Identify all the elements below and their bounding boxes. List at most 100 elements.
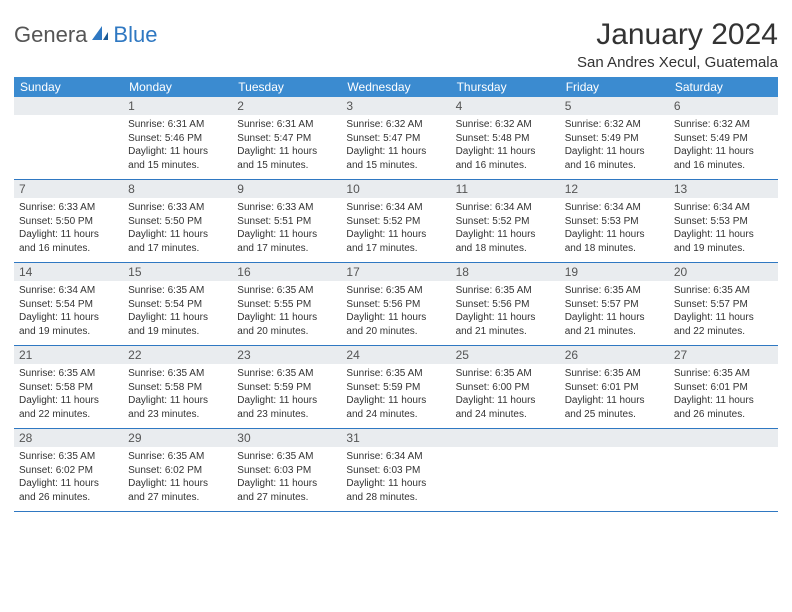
calendar-row: 7Sunrise: 6:33 AMSunset: 5:50 PMDaylight… [14, 180, 778, 263]
logo: Genera Blue [14, 22, 157, 48]
day-number: 22 [123, 346, 232, 364]
day-body: Sunrise: 6:32 AMSunset: 5:49 PMDaylight:… [560, 115, 669, 179]
day-body: Sunrise: 6:34 AMSunset: 5:53 PMDaylight:… [560, 198, 669, 262]
calendar-cell: 5Sunrise: 6:32 AMSunset: 5:49 PMDaylight… [560, 97, 669, 180]
logo-text-general: Genera [14, 22, 87, 48]
calendar-cell: 19Sunrise: 6:35 AMSunset: 5:57 PMDayligh… [560, 263, 669, 346]
day-number: 11 [451, 180, 560, 198]
day-body [451, 447, 560, 499]
day-number: 6 [669, 97, 778, 115]
calendar-cell: 10Sunrise: 6:34 AMSunset: 5:52 PMDayligh… [341, 180, 450, 263]
calendar-cell: 20Sunrise: 6:35 AMSunset: 5:57 PMDayligh… [669, 263, 778, 346]
calendar-cell: 31Sunrise: 6:34 AMSunset: 6:03 PMDayligh… [341, 429, 450, 512]
day-number: 30 [232, 429, 341, 447]
logo-sail-icon [90, 24, 110, 47]
logo-text-blue: Blue [113, 22, 157, 48]
calendar-cell: 21Sunrise: 6:35 AMSunset: 5:58 PMDayligh… [14, 346, 123, 429]
calendar-cell: 2Sunrise: 6:31 AMSunset: 5:47 PMDaylight… [232, 97, 341, 180]
day-number: 27 [669, 346, 778, 364]
day-body: Sunrise: 6:32 AMSunset: 5:47 PMDaylight:… [341, 115, 450, 179]
calendar-cell: 17Sunrise: 6:35 AMSunset: 5:56 PMDayligh… [341, 263, 450, 346]
day-body: Sunrise: 6:33 AMSunset: 5:51 PMDaylight:… [232, 198, 341, 262]
calendar-cell: 26Sunrise: 6:35 AMSunset: 6:01 PMDayligh… [560, 346, 669, 429]
page-title: January 2024 [577, 18, 778, 52]
day-number: 18 [451, 263, 560, 281]
day-number [560, 429, 669, 447]
day-body: Sunrise: 6:35 AMSunset: 5:59 PMDaylight:… [341, 364, 450, 428]
day-body: Sunrise: 6:35 AMSunset: 6:02 PMDaylight:… [123, 447, 232, 511]
day-body: Sunrise: 6:33 AMSunset: 5:50 PMDaylight:… [14, 198, 123, 262]
calendar-cell: 15Sunrise: 6:35 AMSunset: 5:54 PMDayligh… [123, 263, 232, 346]
day-body: Sunrise: 6:34 AMSunset: 5:54 PMDaylight:… [14, 281, 123, 345]
day-number: 3 [341, 97, 450, 115]
calendar-cell: 22Sunrise: 6:35 AMSunset: 5:58 PMDayligh… [123, 346, 232, 429]
day-body: Sunrise: 6:35 AMSunset: 5:56 PMDaylight:… [341, 281, 450, 345]
weekday-header-row: Sunday Monday Tuesday Wednesday Thursday… [14, 77, 778, 97]
weekday-header: Friday [560, 77, 669, 97]
day-body: Sunrise: 6:31 AMSunset: 5:47 PMDaylight:… [232, 115, 341, 179]
calendar-row: 21Sunrise: 6:35 AMSunset: 5:58 PMDayligh… [14, 346, 778, 429]
day-number: 2 [232, 97, 341, 115]
day-body: Sunrise: 6:32 AMSunset: 5:49 PMDaylight:… [669, 115, 778, 179]
calendar-table: Sunday Monday Tuesday Wednesday Thursday… [14, 77, 778, 512]
day-body: Sunrise: 6:34 AMSunset: 5:52 PMDaylight:… [341, 198, 450, 262]
page-subtitle: San Andres Xecul, Guatemala [577, 54, 778, 71]
day-number: 12 [560, 180, 669, 198]
day-body: Sunrise: 6:34 AMSunset: 6:03 PMDaylight:… [341, 447, 450, 511]
day-number: 16 [232, 263, 341, 281]
calendar-cell: 13Sunrise: 6:34 AMSunset: 5:53 PMDayligh… [669, 180, 778, 263]
day-number: 23 [232, 346, 341, 364]
day-number: 19 [560, 263, 669, 281]
calendar-cell: 25Sunrise: 6:35 AMSunset: 6:00 PMDayligh… [451, 346, 560, 429]
calendar-cell: 4Sunrise: 6:32 AMSunset: 5:48 PMDaylight… [451, 97, 560, 180]
day-body: Sunrise: 6:35 AMSunset: 5:54 PMDaylight:… [123, 281, 232, 345]
day-number: 29 [123, 429, 232, 447]
day-body: Sunrise: 6:35 AMSunset: 5:59 PMDaylight:… [232, 364, 341, 428]
calendar-cell: 24Sunrise: 6:35 AMSunset: 5:59 PMDayligh… [341, 346, 450, 429]
calendar-cell: 7Sunrise: 6:33 AMSunset: 5:50 PMDaylight… [14, 180, 123, 263]
weekday-header: Monday [123, 77, 232, 97]
day-body: Sunrise: 6:34 AMSunset: 5:52 PMDaylight:… [451, 198, 560, 262]
calendar-cell: 23Sunrise: 6:35 AMSunset: 5:59 PMDayligh… [232, 346, 341, 429]
day-body: Sunrise: 6:35 AMSunset: 6:03 PMDaylight:… [232, 447, 341, 511]
day-body: Sunrise: 6:35 AMSunset: 6:01 PMDaylight:… [669, 364, 778, 428]
day-number: 28 [14, 429, 123, 447]
day-number: 21 [14, 346, 123, 364]
calendar-cell [14, 97, 123, 180]
day-number: 10 [341, 180, 450, 198]
calendar-cell: 27Sunrise: 6:35 AMSunset: 6:01 PMDayligh… [669, 346, 778, 429]
day-number: 13 [669, 180, 778, 198]
day-body: Sunrise: 6:35 AMSunset: 5:55 PMDaylight:… [232, 281, 341, 345]
day-number [669, 429, 778, 447]
header: Genera Blue January 2024 San Andres Xecu… [14, 18, 778, 71]
day-body [560, 447, 669, 499]
day-body: Sunrise: 6:35 AMSunset: 5:58 PMDaylight:… [123, 364, 232, 428]
day-number: 14 [14, 263, 123, 281]
calendar-cell: 18Sunrise: 6:35 AMSunset: 5:56 PMDayligh… [451, 263, 560, 346]
calendar-cell: 1Sunrise: 6:31 AMSunset: 5:46 PMDaylight… [123, 97, 232, 180]
calendar-cell [669, 429, 778, 512]
calendar-cell: 29Sunrise: 6:35 AMSunset: 6:02 PMDayligh… [123, 429, 232, 512]
day-body: Sunrise: 6:35 AMSunset: 5:56 PMDaylight:… [451, 281, 560, 345]
calendar-cell [451, 429, 560, 512]
day-body [669, 447, 778, 499]
day-number: 25 [451, 346, 560, 364]
weekday-header: Tuesday [232, 77, 341, 97]
day-number: 17 [341, 263, 450, 281]
calendar-cell [560, 429, 669, 512]
day-number [14, 97, 123, 115]
day-body: Sunrise: 6:34 AMSunset: 5:53 PMDaylight:… [669, 198, 778, 262]
day-body: Sunrise: 6:35 AMSunset: 5:58 PMDaylight:… [14, 364, 123, 428]
weekday-header: Sunday [14, 77, 123, 97]
calendar-cell: 16Sunrise: 6:35 AMSunset: 5:55 PMDayligh… [232, 263, 341, 346]
calendar-row: 1Sunrise: 6:31 AMSunset: 5:46 PMDaylight… [14, 97, 778, 180]
weekday-header: Saturday [669, 77, 778, 97]
day-body: Sunrise: 6:35 AMSunset: 5:57 PMDaylight:… [669, 281, 778, 345]
weekday-header: Wednesday [341, 77, 450, 97]
day-number: 26 [560, 346, 669, 364]
day-number [451, 429, 560, 447]
calendar-cell: 30Sunrise: 6:35 AMSunset: 6:03 PMDayligh… [232, 429, 341, 512]
day-number: 1 [123, 97, 232, 115]
day-body: Sunrise: 6:35 AMSunset: 6:01 PMDaylight:… [560, 364, 669, 428]
day-number: 7 [14, 180, 123, 198]
